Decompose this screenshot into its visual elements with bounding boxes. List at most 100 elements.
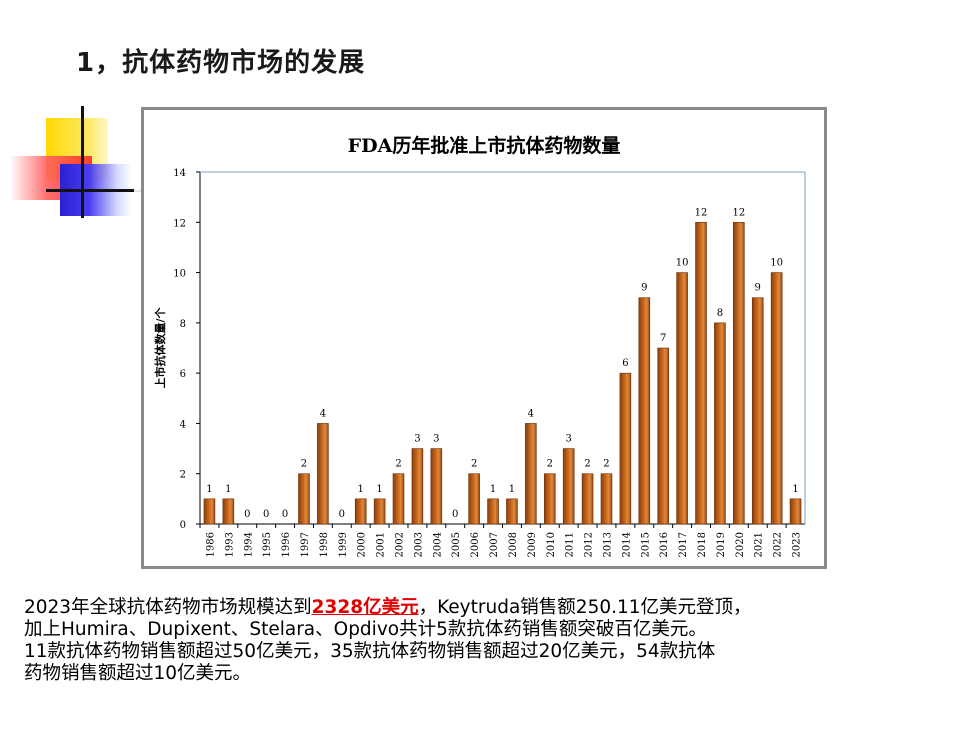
bar bbox=[751, 297, 764, 525]
bar bbox=[657, 347, 669, 525]
bar bbox=[581, 473, 594, 525]
x-tick-label: 2006 bbox=[470, 532, 481, 557]
data-label: 10 bbox=[676, 258, 689, 269]
bar bbox=[317, 423, 329, 525]
x-tick-label: 2003 bbox=[413, 532, 424, 557]
data-label: 2 bbox=[301, 459, 307, 470]
x-tick-label: 2000 bbox=[357, 532, 368, 557]
decorative-horizontal-line bbox=[46, 189, 134, 192]
bar bbox=[298, 473, 310, 525]
y-tick-label: 6 bbox=[180, 369, 186, 380]
x-tick-label: 2017 bbox=[678, 532, 689, 557]
data-label: 1 bbox=[225, 484, 231, 495]
bar bbox=[733, 221, 745, 525]
y-tick-label: 8 bbox=[180, 319, 186, 330]
bar bbox=[354, 498, 367, 525]
x-tick-label: 2007 bbox=[489, 532, 500, 557]
data-label: 1 bbox=[376, 484, 382, 495]
data-label: 3 bbox=[414, 434, 420, 445]
x-tick-label: 2023 bbox=[792, 532, 803, 557]
data-label: 9 bbox=[755, 283, 761, 294]
data-label: 1 bbox=[490, 484, 496, 495]
y-tick-label: 0 bbox=[180, 520, 186, 531]
x-tick-label: 2011 bbox=[565, 532, 576, 557]
x-tick-label: 2005 bbox=[451, 532, 462, 557]
x-tick-label: 2022 bbox=[773, 532, 784, 557]
data-label: 10 bbox=[770, 258, 783, 269]
x-tick-label: 2021 bbox=[754, 532, 765, 557]
bar bbox=[562, 448, 575, 525]
x-tick-label: 1995 bbox=[262, 532, 273, 557]
data-label: 2 bbox=[395, 459, 401, 470]
data-label: 0 bbox=[263, 509, 269, 520]
summary-line-3: 11款抗体药物销售额超过50亿美元，35款抗体药物销售额超过20亿美元，54款抗… bbox=[24, 641, 716, 662]
data-label: 7 bbox=[660, 333, 666, 344]
summary-line-2: 加上Humira、Dupixent、Stelara、Opdivo共计5款抗体药销… bbox=[24, 619, 707, 640]
x-tick-label: 1993 bbox=[224, 532, 235, 557]
x-tick-label: 2009 bbox=[527, 532, 538, 557]
chart-frame: FDA历年批准上市抗体药物数量 0 2 4 6 8 10 12 14 上市抗体数量/个 1 1986 1… bbox=[141, 107, 827, 569]
data-label: 1 bbox=[792, 484, 798, 495]
market-size-highlight: 2328亿美元 bbox=[311, 597, 419, 618]
y-tick-label: 2 bbox=[180, 470, 186, 481]
y-tick-label: 12 bbox=[173, 218, 186, 229]
data-label: 4 bbox=[528, 408, 534, 419]
bar bbox=[619, 372, 632, 525]
data-label: 8 bbox=[717, 308, 723, 319]
bar bbox=[525, 423, 537, 525]
x-tick-label: 1997 bbox=[300, 532, 311, 557]
data-label: 1 bbox=[358, 484, 364, 495]
y-tick-label: 10 bbox=[173, 269, 186, 280]
x-tick-label: 1996 bbox=[281, 532, 292, 557]
bar bbox=[770, 272, 783, 525]
y-tick-label: 14 bbox=[173, 168, 186, 179]
x-tick-label: 2015 bbox=[640, 532, 651, 557]
data-label: 3 bbox=[565, 434, 571, 445]
bar bbox=[676, 272, 688, 525]
bar bbox=[638, 297, 651, 525]
data-label: 3 bbox=[433, 434, 439, 445]
summary-line-1-pre: 2023年全球抗体药物市场规模达到 bbox=[24, 597, 312, 618]
x-tick-label: 2013 bbox=[602, 532, 613, 557]
bar bbox=[543, 473, 556, 525]
y-axis-label: 上市抗体数量/个 bbox=[153, 306, 167, 388]
x-tick-label: 2010 bbox=[546, 532, 557, 557]
data-label: 2 bbox=[547, 459, 553, 470]
bar bbox=[695, 221, 707, 525]
x-tick-label: 1999 bbox=[338, 532, 349, 557]
bar bbox=[600, 473, 613, 525]
summary-text: 2023年全球抗体药物市场规模达到2328亿美元，Keytruda销售额250.… bbox=[24, 597, 969, 685]
x-tick-label: 2016 bbox=[659, 532, 670, 557]
x-tick-label: 2014 bbox=[621, 532, 632, 557]
bar bbox=[487, 498, 499, 525]
bar bbox=[392, 473, 405, 525]
bar bbox=[506, 498, 518, 525]
x-tick-label: 2002 bbox=[395, 532, 406, 557]
x-tick-label: 2012 bbox=[584, 532, 595, 557]
x-tick-label: 2001 bbox=[376, 532, 387, 557]
data-label: 2 bbox=[584, 459, 590, 470]
x-tick-label: 2004 bbox=[432, 532, 443, 557]
x-tick-label: 2008 bbox=[508, 532, 519, 557]
bar-chart: FDA历年批准上市抗体药物数量02468101214上市抗体数量/个119861… bbox=[153, 134, 806, 557]
x-tick-label: 1994 bbox=[243, 532, 254, 557]
data-label: 0 bbox=[282, 509, 288, 520]
data-label: 2 bbox=[471, 459, 477, 470]
data-label: 1 bbox=[509, 484, 515, 495]
bar bbox=[203, 498, 216, 525]
bar bbox=[373, 498, 386, 525]
data-label: 0 bbox=[244, 509, 250, 520]
data-label: 0 bbox=[452, 509, 458, 520]
summary-line-1-post: ，Keytruda销售额250.11亿美元登顶， bbox=[418, 597, 752, 618]
bar bbox=[430, 448, 443, 525]
bar bbox=[714, 322, 726, 525]
data-label: 6 bbox=[622, 358, 628, 369]
data-label: 1 bbox=[206, 484, 212, 495]
bar bbox=[222, 498, 235, 525]
summary-line-1: 2023年全球抗体药物市场规模达到2328亿美元，Keytruda销售额250.… bbox=[24, 597, 969, 619]
summary-line-4: 药物销售额超过10亿美元。 bbox=[24, 663, 252, 684]
chart-title: FDA历年批准上市抗体药物数量 bbox=[348, 134, 621, 157]
x-tick-label: 2018 bbox=[697, 532, 708, 557]
x-tick-label: 2019 bbox=[716, 532, 727, 557]
data-label: 2 bbox=[603, 459, 609, 470]
